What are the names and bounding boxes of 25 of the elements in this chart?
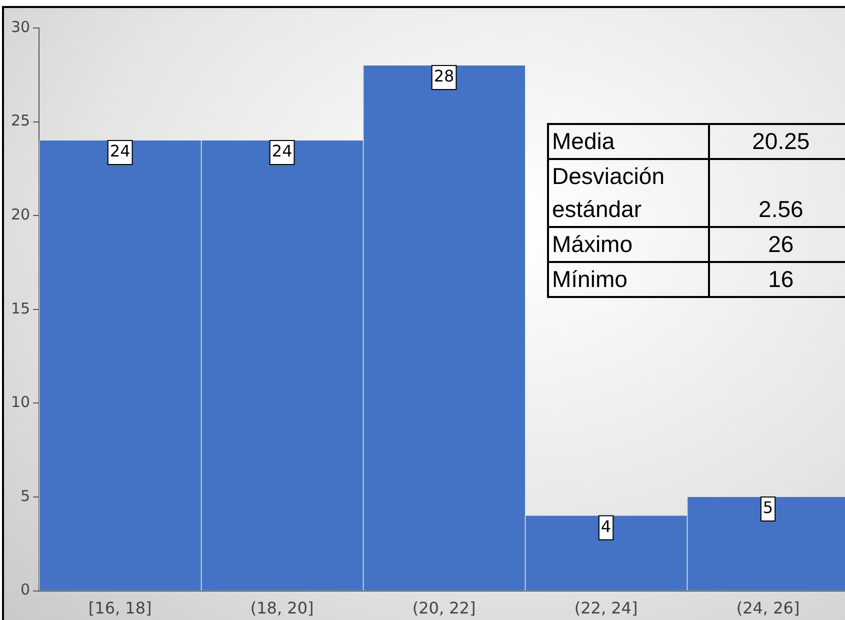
data-label: 4 <box>600 516 612 536</box>
data-label: 5 <box>762 498 774 518</box>
annotation: 2.56 <box>708 159 845 227</box>
y-tick-label: 15 <box>10 299 30 318</box>
data-label: 24 <box>110 142 130 161</box>
x-tick-label: (22, 24] <box>574 598 638 618</box>
x-tick-label: (18, 20] <box>250 598 314 618</box>
annotation: 26 <box>708 227 845 262</box>
annotation: Media <box>548 124 709 159</box>
x-tick-label: (24, 26] <box>736 598 800 618</box>
annotation: 20.25 <box>708 124 845 159</box>
x-tick-label: [16, 18] <box>88 598 152 618</box>
y-tick-label: 0 <box>20 580 30 599</box>
annotation: Máximo <box>548 227 709 262</box>
annotation: Desviación estándar <box>548 159 709 227</box>
y-tick-label: 10 <box>10 393 30 412</box>
annotation: Mínimo <box>548 262 709 297</box>
data-label: 24 <box>272 142 292 161</box>
data-label: 28 <box>434 66 454 86</box>
y-tick-label: 20 <box>10 205 30 224</box>
y-tick-label: 25 <box>10 112 30 130</box>
annotation: 16 <box>708 262 845 297</box>
y-tick-label: 30 <box>10 18 30 36</box>
x-tick-label: (20, 22] <box>412 598 476 618</box>
y-tick-label: 5 <box>20 486 30 505</box>
